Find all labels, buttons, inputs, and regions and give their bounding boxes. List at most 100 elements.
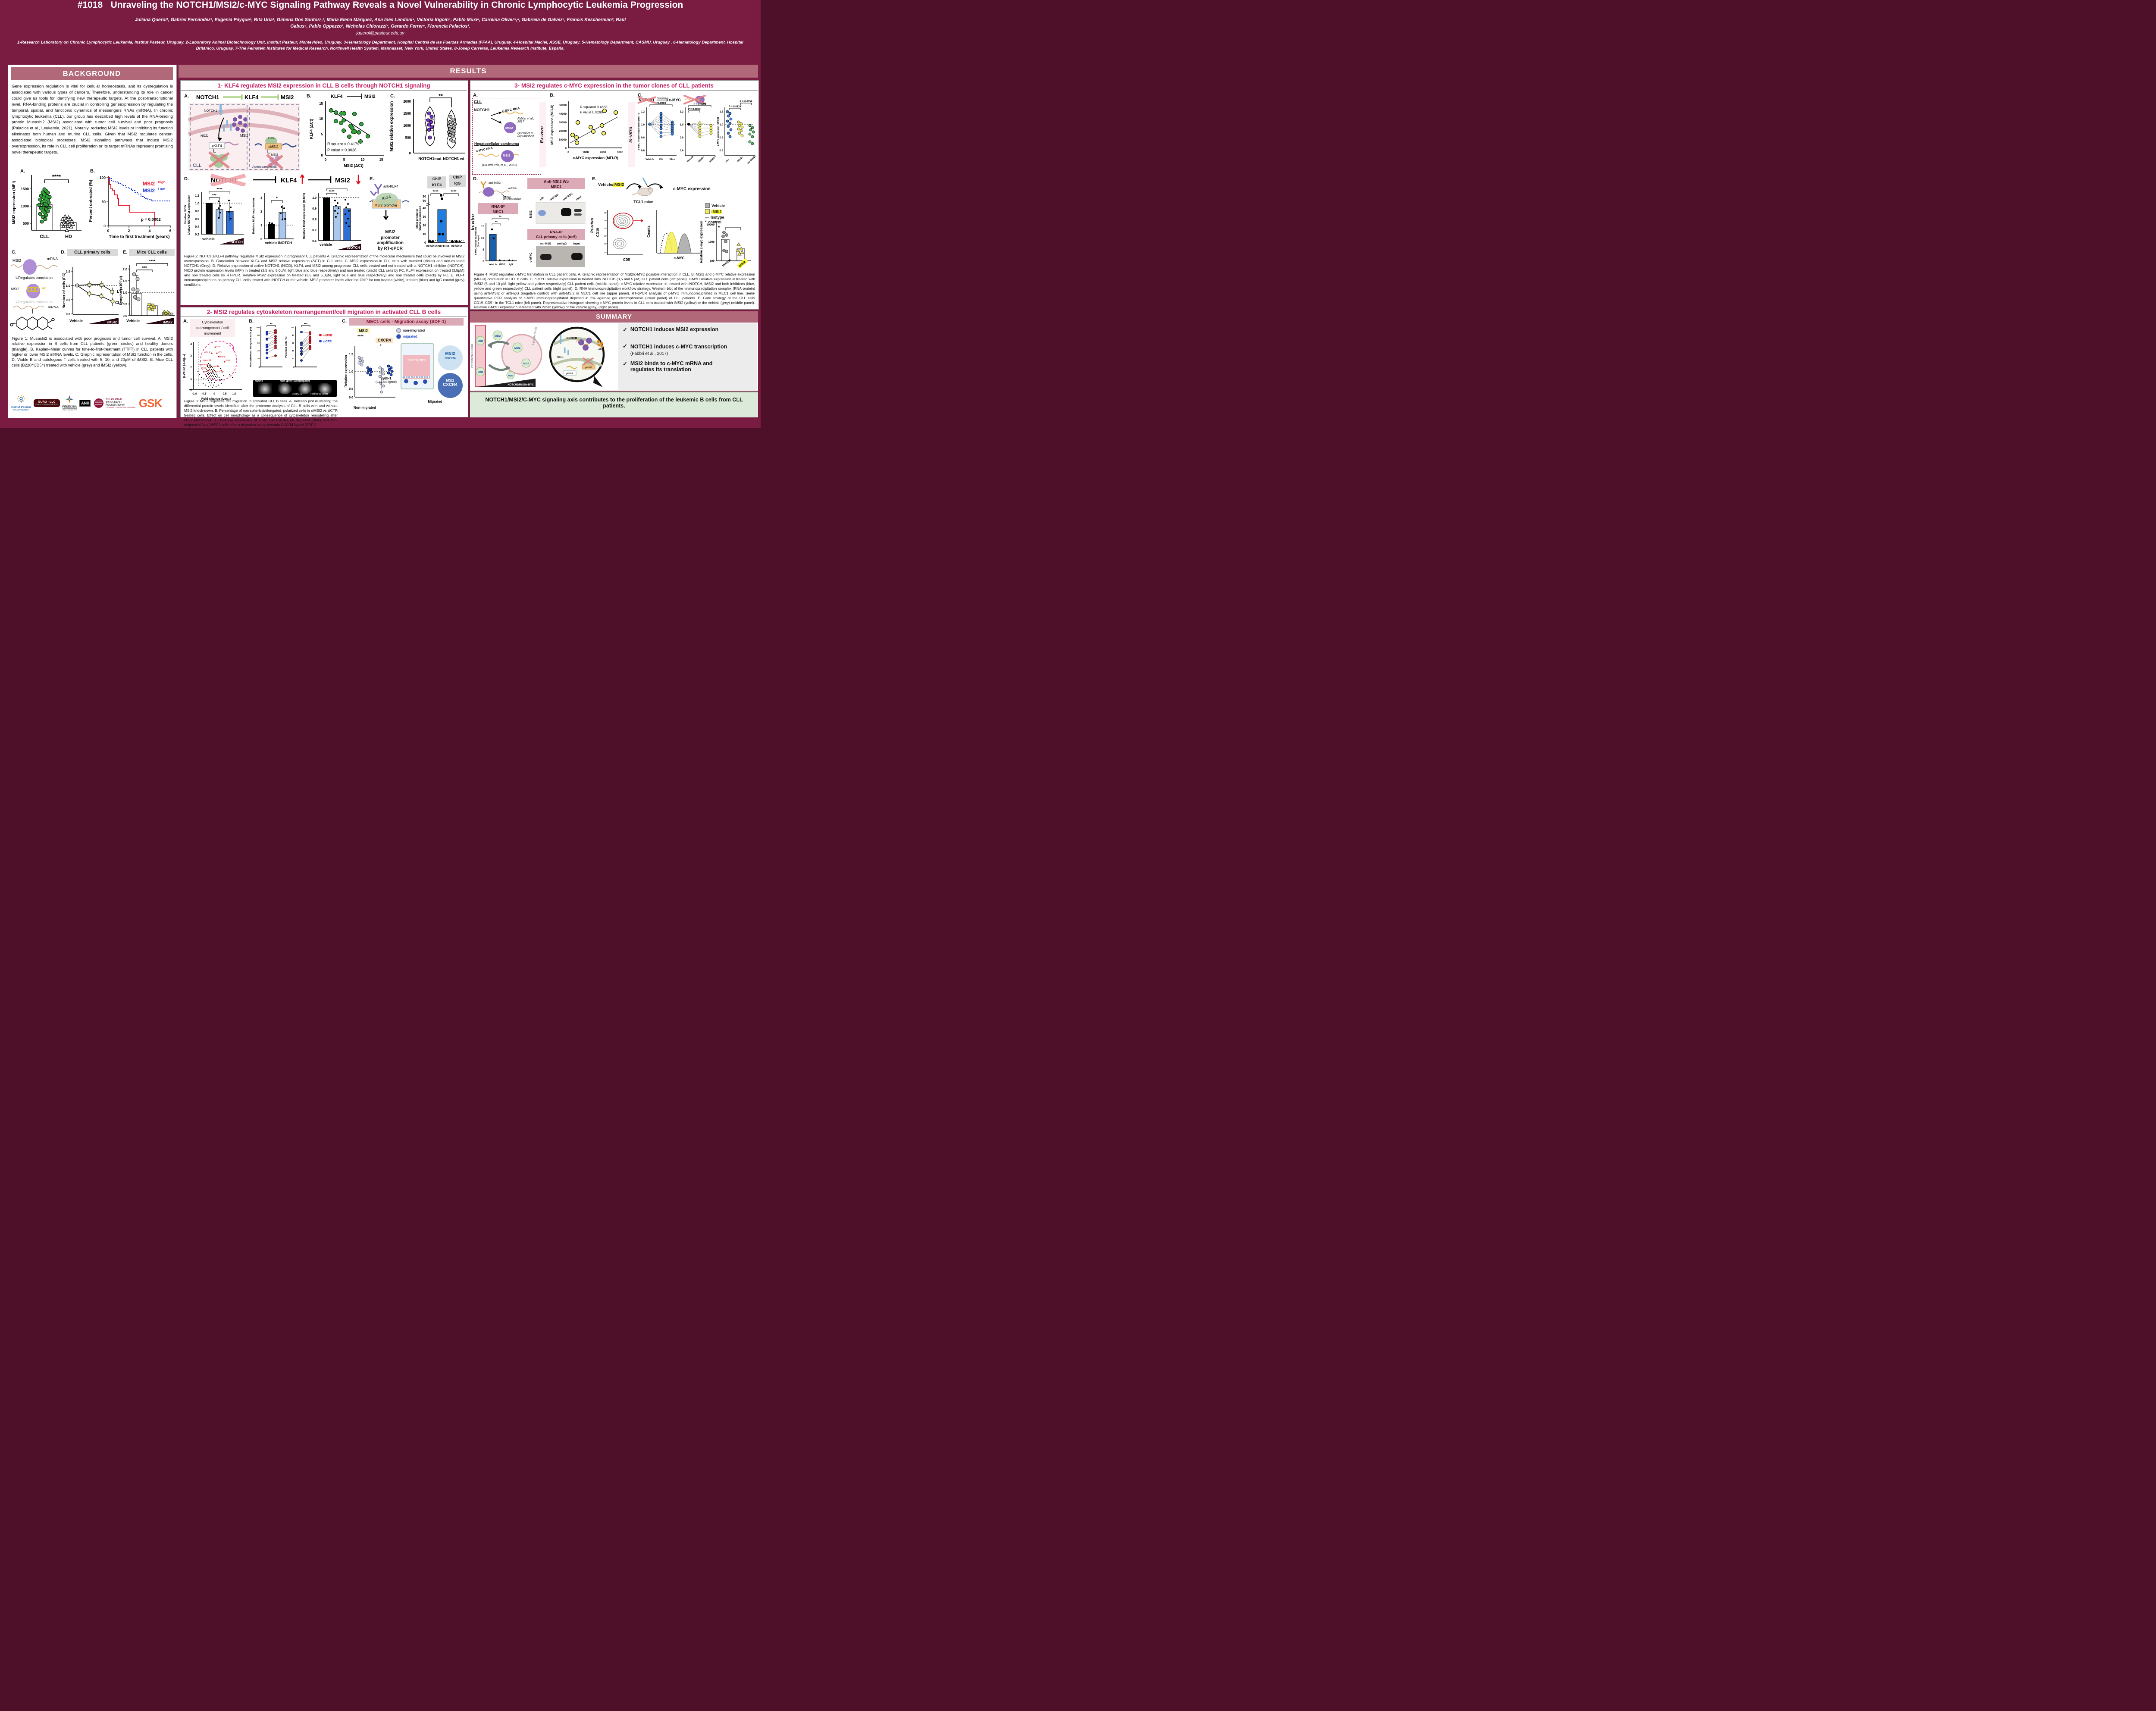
fig2-panelE-icons: anti-KLF4 KLF4 MSI2 promoter [369, 184, 410, 220]
svg-text:1.0: 1.0 [720, 124, 724, 126]
fig1b-curve-low [108, 178, 170, 201]
fig1-panelA-label: A. [20, 169, 25, 174]
svg-text:0.8: 0.8 [720, 137, 724, 139]
txt: CXCR4 [445, 356, 456, 360]
ylabel: Relative expression [344, 355, 348, 387]
ticks: 15 10 5 0 [481, 225, 485, 263]
sig-bracket [209, 197, 220, 200]
tick: 10 [423, 233, 426, 236]
migrated-cell-dot [414, 381, 418, 385]
fig3-caption: Figure 3: MSI2 regulates cell migration … [184, 399, 338, 427]
svg-text:0.6: 0.6 [680, 150, 684, 152]
dose-ramp [87, 318, 119, 324]
check-icon: ✓ [623, 343, 627, 349]
fig3-panelC-chart: 1.5 1.0 0.5 0.0 Relative expression [344, 346, 395, 399]
svg-text:DDX19B: DDX19B [216, 370, 224, 373]
svg-text:0.6: 0.6 [720, 150, 724, 152]
klf4-blob [265, 137, 277, 145]
tick: 0.0 [123, 314, 127, 318]
svg-text:0: 0 [258, 366, 260, 368]
callout-arrow [229, 342, 234, 351]
pathway-msi2: MSI2 [335, 177, 350, 184]
fig3-panelA-label: A. [183, 319, 188, 324]
ylabel: (% of input) [477, 235, 480, 247]
legend-label: non-migrated [403, 329, 425, 332]
fig4a-hep-icons [478, 150, 519, 162]
sig: **** [334, 187, 340, 189]
pathway-msi2: MSI2 [281, 94, 294, 100]
section1-title: 1- KLF4 regulates MSI2 expression in CLL… [181, 82, 467, 91]
bars [268, 205, 286, 239]
fig1e-x1: Vehicle [126, 319, 140, 323]
lymph-node [501, 334, 542, 375]
ylabel: (Active NOTCH1) expression [188, 195, 191, 235]
legend-swatch [705, 203, 710, 208]
tick: 1500 [21, 187, 29, 191]
background-header: BACKGROUND [11, 67, 173, 80]
svg-text:EPAB: EPAB [203, 370, 208, 373]
cmyc-protein-label: c-MYC [597, 348, 604, 351]
sponsor-logos: Institut Pasteur de Montevideo GURU - LL… [11, 391, 175, 415]
svg-text:MSI2: MSI2 [478, 371, 483, 374]
arrowhead [217, 138, 222, 141]
fig2-panelB-chart: KLF4 MSI2 15 10 5 0 0 5 10 15 KLF4 (ΔCt)… [309, 94, 384, 168]
txt: MSI2 [445, 351, 455, 356]
fig2b-ylabel: KLF4 (ΔCt) [309, 119, 313, 139]
fig1d-cll-label: CLL [115, 301, 123, 305]
txt: Cytoskeleton [202, 320, 223, 324]
tick: 0.0 [66, 312, 70, 316]
svg-text:Vehicle: Vehicle [489, 263, 497, 266]
svg-text:50000: 50000 [559, 104, 567, 107]
fig1e-sig1: *** [142, 266, 147, 270]
transwell-diagram: non-migrated [401, 343, 434, 389]
svg-text:iN+iMSI2+: iN+iMSI2+ [747, 155, 757, 165]
dna-squiggle [224, 141, 239, 146]
check-icon: ✓ [623, 360, 627, 367]
authors-line2: Gabus⁴, Pablo Oppezzo¹, Nicholas Chioraz… [290, 24, 470, 29]
svg-text:10⁰: 10⁰ [604, 251, 607, 254]
tcl1-mice-label: TCL1 mice [633, 200, 653, 204]
volcano-highlight-ellipse [200, 341, 237, 381]
msi2-blob [483, 187, 494, 197]
ticks: 50000 40000 30000 20000 10000 0 [559, 104, 567, 150]
xlabel: c-MYC expression (MFI-R) [573, 156, 618, 160]
ref-fabbri: Fabbri et al., 2017 [517, 117, 534, 123]
svg-text:60: 60 [292, 342, 295, 344]
workflow-arrows [626, 183, 663, 190]
svg-text:30000: 30000 [559, 121, 567, 124]
fig3b-nse-label: Non spherical/elongated [280, 380, 310, 382]
down-arrow-icon [356, 175, 361, 185]
affiliations: 1-Research Laboratory on Chronic Lymphoc… [17, 40, 743, 51]
flow-contours [613, 215, 630, 249]
txt: CXCR4 [443, 382, 458, 387]
fig2-panelD-pathway: NOTCH1 KLF4 MSI2 [210, 173, 361, 186]
trend-line [331, 110, 370, 136]
svg-text:iN+: iN+ [659, 158, 663, 161]
m-dots [366, 364, 394, 376]
fig1a-sig-bracket [44, 179, 69, 183]
logo-anii: ANII [79, 400, 91, 407]
wb-band-mw [538, 210, 546, 216]
ro-inhibitor-icon [27, 286, 33, 292]
flow-ylabel: CD19 [596, 228, 600, 237]
fig3b-mp-label: multi-protrusion [310, 393, 328, 395]
mrna-label: mRNA [508, 187, 517, 190]
tick: 3 [190, 354, 192, 357]
fig1e-x2: iMSI2 [163, 320, 172, 324]
tick: 0 [190, 389, 192, 392]
fig3b-microscopy-strip [253, 380, 337, 397]
fig4-panelC-label: C. [638, 93, 642, 98]
vehicle-peak [677, 233, 692, 254]
tick: 0 [107, 229, 110, 233]
logo-institut-pasteur: Institut Pasteur de Montevideo [11, 395, 31, 411]
svg-text:5: 5 [483, 248, 484, 251]
klf4-blob-label: KLF4 [382, 194, 391, 201]
down-arrow [383, 210, 389, 220]
fig2-panelE-label: E. [370, 176, 374, 182]
fig4a-arrows [491, 111, 523, 133]
fig2-panelC-label: C. [390, 94, 395, 99]
svg-text:iN+: iN+ [725, 158, 730, 163]
fig2b-title-msi2: MSI2 [364, 94, 376, 99]
sig-bracket [430, 193, 459, 196]
